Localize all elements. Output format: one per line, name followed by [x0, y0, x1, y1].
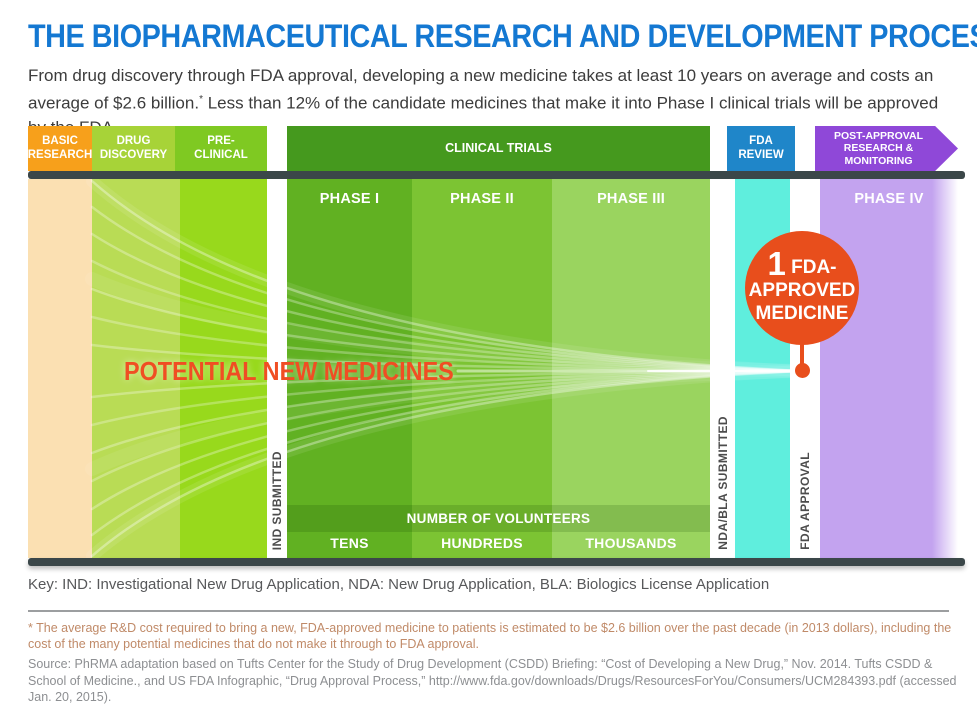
column-phase-2 — [412, 179, 552, 558]
intro-text-pre: From drug discovery through FDA approval… — [28, 66, 934, 113]
milestone-label-fda-approval: FDA APPROVAL — [798, 452, 812, 550]
column-phase-4 — [820, 179, 958, 558]
milestone-label-nda-bla-submitted: NDA/BLA SUBMITTED — [715, 416, 730, 550]
volunteers-band: NUMBER OF VOLUNTEERS — [287, 505, 710, 532]
page-title: THE BIOPHARMACEUTICAL RESEARCH AND DEVEL… — [28, 18, 977, 54]
phase-4-label: PHASE IV — [854, 191, 924, 207]
footnote-marker: * — [199, 94, 203, 105]
volunteers-heading: NUMBER OF VOLUNTEERS — [406, 511, 591, 526]
volunteers-hundreds-label: HUNDREDS — [441, 535, 523, 551]
stage-header-pre-clinical: PRE- CLINICAL — [175, 126, 267, 171]
stage-header-clinical-trials: CLINICAL TRIALS — [287, 126, 710, 171]
phase-2-label: PHASE II — [450, 191, 514, 207]
timeline-bar-bottom — [28, 558, 965, 566]
column-basic-research — [28, 179, 92, 558]
approved-line3: MEDICINE — [755, 302, 849, 324]
volunteers-thousands-label: THOUSANDS — [585, 535, 677, 551]
milestone-strip-ind: IND SUBMITTED — [267, 179, 287, 558]
column-phase-1 — [287, 179, 412, 558]
milestone-strip-nda-bla: NDA/BLA SUBMITTED — [710, 179, 735, 558]
approved-medicine-pointer-dot — [795, 363, 810, 378]
intro-text: From drug discovery through FDA approval… — [28, 64, 956, 140]
abbreviation-key: Key: IND: Investigational New Drug Appli… — [28, 576, 770, 593]
column-pre-clinical — [180, 179, 267, 558]
footer-divider — [28, 610, 949, 612]
source-citation: Source: PhRMA adaptation based on Tufts … — [28, 657, 957, 704]
approved-line1: FDA- — [791, 256, 837, 278]
milestone-label-ind-submitted: IND SUBMITTED — [270, 450, 284, 550]
column-phase-3 — [552, 179, 710, 558]
stage-header-basic-research: BASIC RESEARCH — [28, 126, 92, 171]
stage-header-drug-discovery: DRUG DISCOVERY — [92, 126, 175, 171]
volunteers-tens-label: TENS — [330, 535, 369, 551]
approved-line2: APPROVED — [748, 279, 856, 301]
stage-header-post-approval-arrow: POST-APPROVAL RESEARCH & MONITORING — [815, 126, 958, 171]
approved-count: 1 — [767, 244, 786, 282]
stage-header-fda-review: FDA REVIEW — [727, 126, 795, 171]
phase-1-label: PHASE I — [319, 191, 380, 207]
potential-new-medicines-label: POTENTIAL NEW MEDICINES — [124, 356, 454, 386]
cost-footnote: * The average R&D cost required to bring… — [28, 621, 952, 651]
column-drug-discovery — [92, 179, 180, 558]
timeline-bar-top — [28, 171, 965, 179]
phase-3-label: PHASE III — [597, 191, 665, 207]
approved-medicine-pointer-stem — [800, 340, 804, 366]
approved-medicine-badge: 1 FDA- APPROVED MEDICINE — [745, 231, 859, 345]
